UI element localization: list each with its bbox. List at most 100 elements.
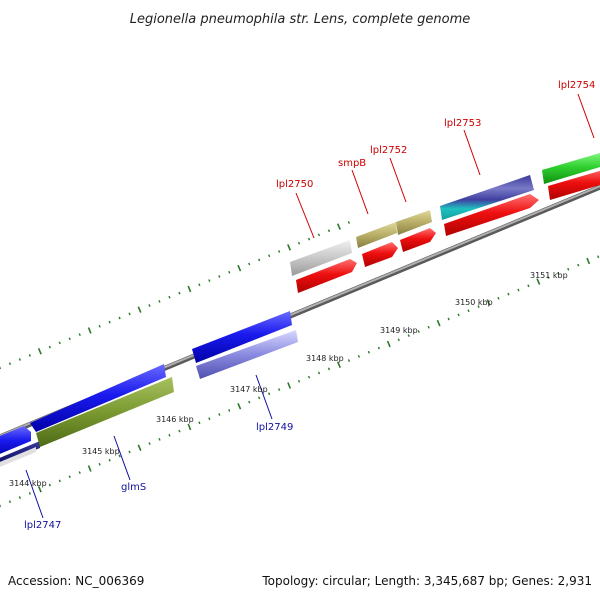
- tick-mark: [357, 355, 361, 358]
- tick-mark: [278, 388, 281, 391]
- tick-mark: [28, 354, 31, 357]
- tick-mark: [527, 284, 530, 288]
- tick-mark: [417, 330, 420, 333]
- tick-mark: [68, 337, 71, 341]
- tick-mark: [347, 359, 351, 362]
- tick-label: 3148 kbp: [306, 354, 344, 363]
- tick-mark: [277, 250, 281, 253]
- tick-mark: [307, 237, 311, 241]
- gene-arrow-lpl2752[interactable]: [396, 210, 432, 235]
- gene-arrow[interactable]: [36, 377, 174, 447]
- tick-mark: [547, 276, 550, 279]
- tick-mark: [128, 450, 131, 454]
- tick-mark: [447, 317, 450, 321]
- tick-mark: [327, 367, 331, 371]
- tick-mark: [87, 327, 92, 334]
- gene-arrow[interactable]: [444, 194, 539, 236]
- tick-mark: [457, 313, 460, 317]
- gene-features: [0, 150, 600, 471]
- tick-mark: [187, 423, 192, 431]
- tick-mark: [148, 442, 151, 445]
- tick-mark: [98, 462, 101, 466]
- tick-mark: [218, 413, 221, 416]
- tick-mark: [287, 244, 292, 251]
- tick-label: 3144 kbp: [9, 479, 47, 488]
- tick-mark: [336, 361, 341, 369]
- gene-label-lpl2747[interactable]: lpl2747: [24, 520, 61, 531]
- gene-arrow-smpb[interactable]: [356, 222, 397, 248]
- tick-mark: [377, 346, 380, 350]
- tick-mark: [536, 278, 541, 285]
- gene-label-glms[interactable]: glmS: [121, 482, 146, 493]
- tick-mark: [597, 255, 600, 259]
- tick-mark: [258, 396, 261, 400]
- gene-label-lpl2753[interactable]: lpl2753: [444, 118, 481, 129]
- leader-lines: [25, 93, 595, 519]
- tick-mark: [118, 454, 121, 458]
- gene-arrow[interactable]: [0, 426, 31, 458]
- tick-mark: [248, 262, 251, 266]
- tick-mark: [198, 421, 201, 425]
- gene-arrow[interactable]: [196, 330, 298, 379]
- gene-arrow[interactable]: [400, 228, 436, 252]
- gene-arrow[interactable]: [362, 242, 398, 267]
- gene-label-lpl2754[interactable]: lpl2754: [558, 80, 595, 91]
- tick-mark: [48, 483, 51, 487]
- tick-mark: [78, 333, 81, 336]
- tick-mark: [108, 458, 111, 462]
- tick-mark: [317, 371, 321, 375]
- gene-arrow-glms[interactable]: [30, 364, 166, 432]
- gene-arrow-lpl2754[interactable]: [542, 150, 600, 184]
- gene-label-lpl2750[interactable]: lpl2750: [276, 179, 313, 190]
- tick-mark: [187, 285, 192, 293]
- tick-label: 3145 kbp: [82, 447, 120, 456]
- tick-mark: [208, 279, 211, 282]
- tick-mark: [297, 379, 301, 383]
- tick-mark: [168, 295, 171, 299]
- gene-arrow-lpl2753[interactable]: [440, 175, 534, 220]
- tick-mark: [58, 341, 61, 345]
- tick-labels: 3144 kbp 3145 kbp 3146 kbp 3147 kbp 3148…: [9, 271, 568, 488]
- tick-mark: [397, 338, 400, 342]
- tick-mark: [427, 325, 430, 329]
- gene-arrow[interactable]: [0, 447, 36, 471]
- tick-mark: [486, 299, 491, 306]
- tick-mark: [336, 223, 341, 230]
- tick-mark: [497, 296, 500, 300]
- tick-label: 3150 kbp: [455, 298, 493, 307]
- gene-label-smpb[interactable]: smpB: [338, 158, 366, 169]
- tick-mark: [178, 429, 181, 433]
- tick-mark: [248, 400, 251, 404]
- tick-mark: [367, 350, 370, 354]
- tick-mark: [128, 312, 131, 316]
- gene-labels: lpl2750 smpB lpl2752 lpl2753 lpl2754 lpl…: [24, 80, 595, 531]
- tick-mark: [68, 475, 71, 479]
- gene-label-lpl2752[interactable]: lpl2752: [370, 145, 407, 156]
- tick-label: 3151 kbp: [530, 271, 568, 280]
- tick-label: 3149 kbp: [380, 326, 418, 335]
- tick-mark: [327, 229, 331, 233]
- gene-arrow-lpl2749[interactable]: [192, 311, 292, 363]
- tick-mark: [158, 300, 161, 303]
- tick-mark: [58, 479, 61, 483]
- tick-mark: [586, 257, 591, 265]
- tick-mark: [467, 309, 470, 313]
- tick-mark: [297, 241, 301, 245]
- tick-mark: [237, 402, 242, 410]
- gene-arrow[interactable]: [296, 259, 357, 293]
- tick-mark: [567, 267, 570, 271]
- tick-mark: [78, 471, 81, 474]
- tick-mark: [228, 270, 231, 274]
- gene-arrow-lpl2750[interactable]: [290, 240, 352, 276]
- gene-arrow[interactable]: [548, 168, 600, 200]
- tick-mark: [287, 382, 292, 389]
- tick-mark: [87, 465, 92, 472]
- gene-label-lpl2749[interactable]: lpl2749: [256, 422, 293, 433]
- tick-mark: [137, 444, 142, 452]
- tick-mark: [37, 347, 42, 355]
- tick-mark: [407, 334, 410, 337]
- tick-mark: [28, 492, 31, 495]
- tick-mark: [8, 500, 12, 504]
- tick-mark: [557, 272, 560, 275]
- tick-mark: [108, 320, 111, 324]
